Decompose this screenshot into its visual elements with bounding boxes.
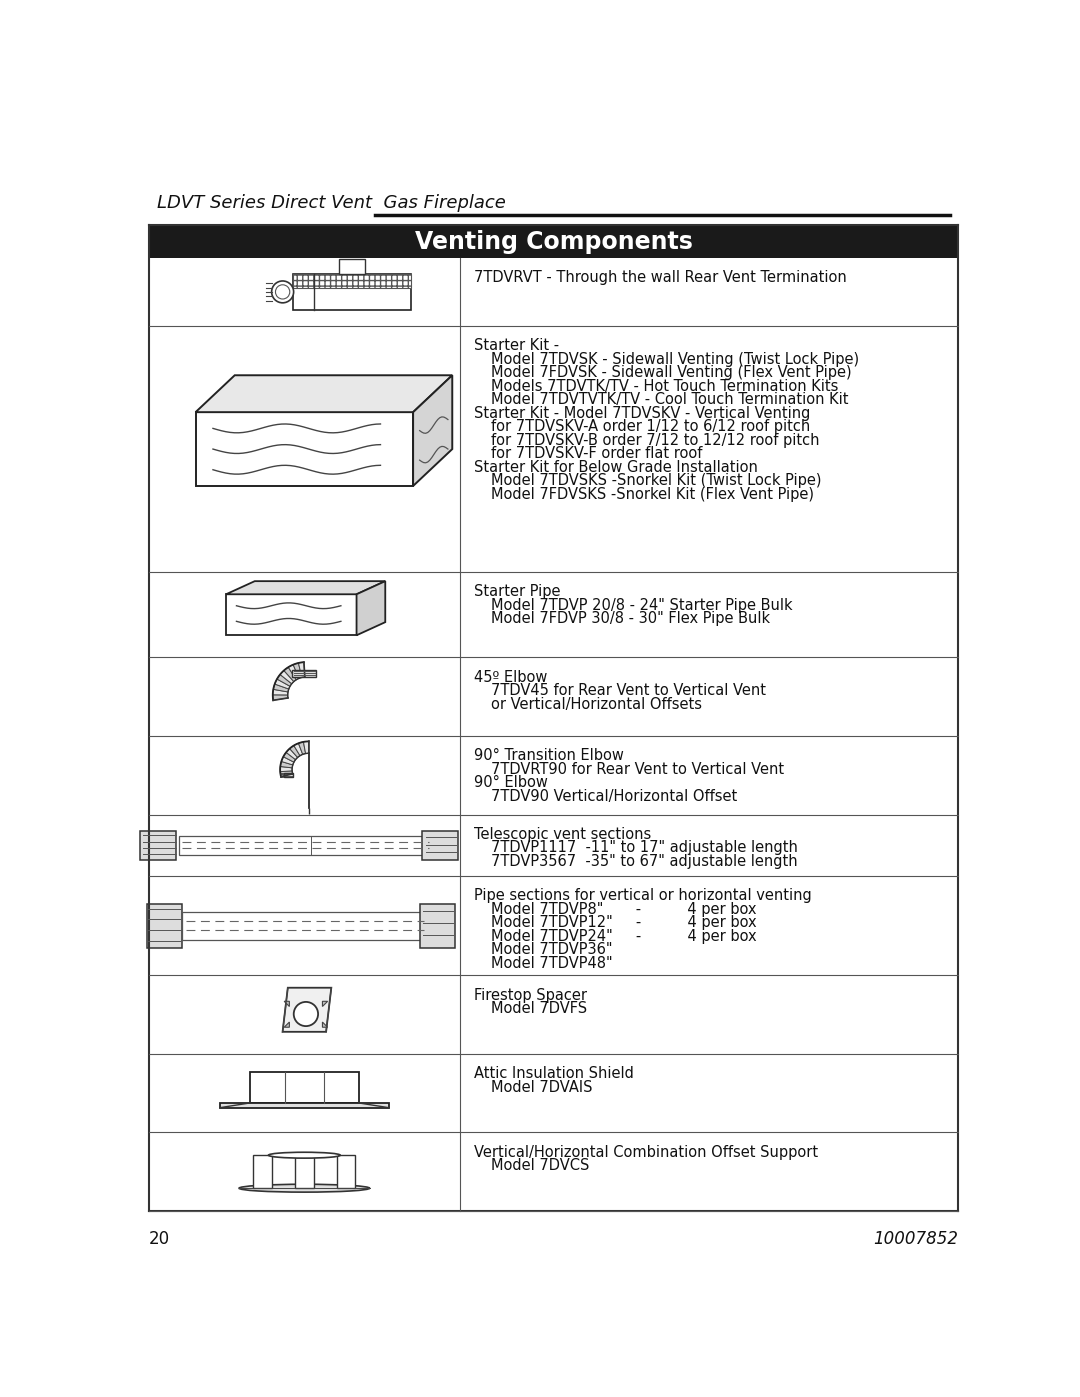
Polygon shape [298,742,306,754]
Bar [178,837,433,855]
Text: 10007852: 10007852 [873,1231,958,1249]
Polygon shape [273,694,288,700]
Bar [337,1155,355,1189]
Polygon shape [274,679,291,689]
Polygon shape [303,742,309,753]
Text: LDVT Series Direct Vent  Gas Fireplace: LDVT Series Direct Vent Gas Fireplace [157,194,505,212]
Text: Model 7DVFS: Model 7DVFS [490,1002,586,1016]
Polygon shape [286,749,298,760]
Text: Model 7FDVP 30/8 - 30" Flex Pipe Bulk: Model 7FDVP 30/8 - 30" Flex Pipe Bulk [490,612,770,626]
Text: Model 7TDVSK - Sidewall Venting (Twist Lock Pipe): Model 7TDVSK - Sidewall Venting (Twist L… [490,352,859,367]
Polygon shape [283,753,296,763]
Polygon shape [289,746,300,757]
Polygon shape [298,662,305,678]
Text: 7TDVRVT - Through the wall Rear Vent Termination: 7TDVRVT - Through the wall Rear Vent Ter… [474,270,847,285]
Text: Model 7DVAIS: Model 7DVAIS [490,1080,592,1095]
Bar [293,274,410,288]
Bar [284,773,293,777]
Polygon shape [283,988,332,1032]
Bar [253,1155,272,1189]
Bar [181,912,430,940]
Text: 7TDV45 for Rear Vent to Vertical Vent: 7TDV45 for Rear Vent to Vertical Vent [490,683,766,698]
Ellipse shape [269,1153,340,1158]
Bar [147,904,181,949]
Text: 7TDV90 Vertical/Horizontal Offset: 7TDV90 Vertical/Horizontal Offset [490,789,737,803]
Text: Model 7TDVP12"     -          4 per box: Model 7TDVP12" - 4 per box [490,915,756,930]
Text: 90° Elbow: 90° Elbow [474,775,548,791]
Text: Venting Components: Venting Components [415,229,692,254]
Text: Model 7TDVP8"       -          4 per box: Model 7TDVP8" - 4 per box [490,902,756,916]
Text: for 7TDVSKV-A order 1/12 to 6/12 roof pitch: for 7TDVSKV-A order 1/12 to 6/12 roof pi… [490,419,810,434]
Text: Model 7TDVSKS -Snorkel Kit (Twist Lock Pipe): Model 7TDVSKS -Snorkel Kit (Twist Lock P… [490,474,821,488]
Polygon shape [323,1002,327,1006]
Text: 20: 20 [149,1231,170,1249]
Bar [422,831,458,859]
Text: Starter Kit -: Starter Kit - [474,338,558,353]
Text: Model 7TDVP36": Model 7TDVP36" [490,943,612,957]
Bar [220,1104,389,1108]
Text: Telescopic vent sections: Telescopic vent sections [474,827,651,842]
Circle shape [275,285,289,299]
Text: for 7TDVSKV-F order flat roof: for 7TDVSKV-F order flat roof [490,446,702,461]
Text: 7TDVP1117  -11" to 17" adjustable length: 7TDVP1117 -11" to 17" adjustable length [490,841,798,855]
Polygon shape [226,581,386,594]
Polygon shape [284,1023,289,1027]
Polygon shape [280,767,293,771]
Ellipse shape [239,1185,369,1192]
Bar [293,274,410,310]
Bar [140,831,176,859]
Polygon shape [195,376,453,412]
Polygon shape [323,1023,327,1027]
Text: Model 7FDVSK - Sidewall Venting (Flex Vent Pipe): Model 7FDVSK - Sidewall Venting (Flex Ve… [490,366,851,380]
Text: 90° Transition Elbow: 90° Transition Elbow [474,749,623,763]
Text: Starter Kit for Below Grade Installation: Starter Kit for Below Grade Installation [474,460,757,475]
Bar [195,412,414,486]
Text: Vertical/Horizontal Combination Offset Support: Vertical/Horizontal Combination Offset S… [474,1144,818,1160]
Polygon shape [276,675,292,686]
Text: for 7TDVSKV-B order 7/12 to 12/12 roof pitch: for 7TDVSKV-B order 7/12 to 12/12 roof p… [490,433,820,447]
Text: Model 7TDVP24"     -          4 per box: Model 7TDVP24" - 4 per box [490,929,756,944]
Polygon shape [273,689,288,694]
Text: Model 7TDVP 20/8 - 24" Starter Pipe Bulk: Model 7TDVP 20/8 - 24" Starter Pipe Bulk [490,598,793,613]
Bar [226,594,356,636]
Text: Starter Kit - Model 7TDVSKV - Vertical Venting: Starter Kit - Model 7TDVSKV - Vertical V… [474,405,810,420]
Text: Pipe sections for vertical or horizontal venting: Pipe sections for vertical or horizontal… [474,888,811,904]
Text: Model 7TDVP48": Model 7TDVP48" [490,956,612,971]
Text: Models 7TDVTK/TV - Hot Touch Termination Kits: Models 7TDVTK/TV - Hot Touch Termination… [490,379,838,394]
Bar [339,258,365,274]
Text: 45º Elbow: 45º Elbow [474,669,548,685]
Text: Firestop Spacer: Firestop Spacer [474,988,586,1003]
Polygon shape [356,581,386,636]
Polygon shape [293,664,301,679]
Bar [293,669,316,678]
Bar [149,225,958,257]
Text: 7TDVRT90 for Rear Vent to Vertical Vent: 7TDVRT90 for Rear Vent to Vertical Vent [490,761,784,777]
Circle shape [271,281,294,303]
Polygon shape [280,671,294,683]
Text: Model 7FDVSKS -Snorkel Kit (Flex Vent Pipe): Model 7FDVSKS -Snorkel Kit (Flex Vent Pi… [490,486,813,502]
Polygon shape [273,685,288,692]
Text: Model 7TDVTVTK/TV - Cool Touch Termination Kit: Model 7TDVTVTK/TV - Cool Touch Terminati… [490,393,848,408]
Polygon shape [282,757,294,766]
Polygon shape [281,761,293,768]
Bar [420,904,455,949]
Polygon shape [280,771,293,777]
Polygon shape [294,743,302,756]
Text: Attic Insulation Shield: Attic Insulation Shield [474,1066,634,1081]
Polygon shape [414,376,453,486]
Bar [295,1155,313,1189]
Polygon shape [288,665,299,680]
Text: Model 7DVCS: Model 7DVCS [490,1158,589,1173]
Polygon shape [284,668,296,682]
Circle shape [294,1002,319,1027]
Polygon shape [284,1002,289,1006]
Text: 7TDVP3567  -35" to 67" adjustable length: 7TDVP3567 -35" to 67" adjustable length [490,854,797,869]
Text: or Vertical/Horizontal Offsets: or Vertical/Horizontal Offsets [490,697,702,711]
Bar [249,1071,359,1104]
Text: Starter Pipe: Starter Pipe [474,584,561,599]
